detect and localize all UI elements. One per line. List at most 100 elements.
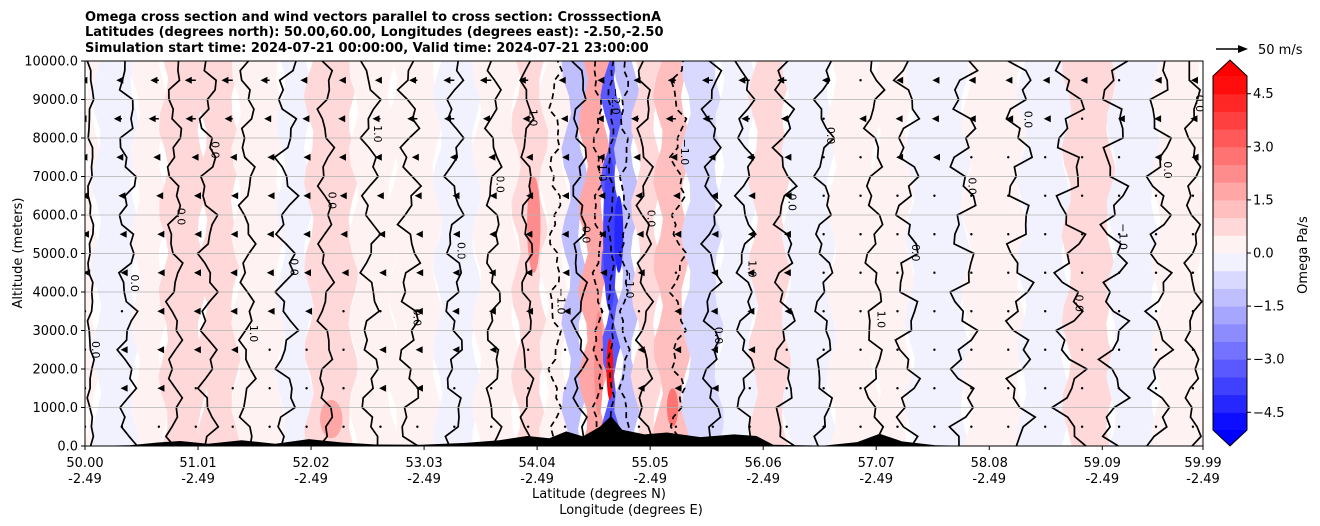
wind-vector-arrowhead xyxy=(598,230,606,238)
wind-vector-arrowhead xyxy=(414,192,422,200)
wind-vector-arrowhead xyxy=(85,269,91,277)
wind-vector-dot xyxy=(1191,348,1195,351)
y-tick-label: 6000.0 xyxy=(33,209,79,224)
wind-vector-dot xyxy=(933,310,936,313)
wind-vector-dot xyxy=(1044,310,1047,313)
wind-vector-dot xyxy=(896,348,899,351)
x-tick-label-latitude: 51.01 xyxy=(179,456,216,471)
wind-vector-arrowhead xyxy=(266,269,274,277)
wind-vector-dot xyxy=(859,233,862,236)
wind-vector-dot xyxy=(120,425,124,428)
wind-vector-dot xyxy=(305,348,308,351)
wind-vector-arrowhead xyxy=(489,230,497,238)
colorbar-level xyxy=(1213,182,1247,201)
wind-vector-dot xyxy=(1117,156,1121,159)
wind-vector-dot xyxy=(970,194,973,197)
y-tick-label: 5000.0 xyxy=(33,247,79,262)
wind-vector-arrowhead xyxy=(85,76,88,84)
wind-vector-arrowhead xyxy=(895,115,903,123)
wind-vector-dot xyxy=(305,425,308,428)
wind-vector-arrowhead xyxy=(339,192,347,200)
x-tick-label-longitude: -2.49 xyxy=(407,472,441,487)
colorbar-outline xyxy=(1212,59,1248,447)
colorbar-tick-label: −4.5 xyxy=(1253,406,1285,421)
contour-label: 0.0 xyxy=(785,194,798,212)
wind-vector-arrowhead xyxy=(631,115,639,123)
x-tick-label-longitude: -2.49 xyxy=(520,472,554,487)
wind-vector-dot xyxy=(379,425,382,428)
y-tick-label: 7000.0 xyxy=(33,170,79,185)
contour-label: −1.0 xyxy=(596,155,609,182)
contour-label: 0.0 xyxy=(1161,161,1174,179)
wind-vector-arrowhead xyxy=(479,76,487,84)
wind-vector-dot xyxy=(1007,156,1010,159)
wind-vector-arrowhead xyxy=(409,76,417,84)
title-line-1: Omega cross section and wind vectors par… xyxy=(85,10,661,25)
colorbar-level xyxy=(1213,288,1247,307)
wind-vector-dot xyxy=(563,348,567,351)
wind-vector-arrowhead xyxy=(896,76,904,84)
contour-label: 0.0 xyxy=(1193,95,1206,113)
wind-vector-dot xyxy=(933,194,936,197)
wind-vector-dot xyxy=(822,271,825,274)
wind-vector-dot xyxy=(896,194,899,197)
wind-vector-dot xyxy=(1080,425,1084,428)
wind-vector-dot xyxy=(785,425,788,428)
wind-vector-arrowhead xyxy=(710,192,718,200)
wind-vector-dot xyxy=(194,387,197,390)
wind-vector-arrowhead xyxy=(482,115,490,123)
wind-vector-arrowhead xyxy=(340,230,348,238)
wind-vector-arrowhead xyxy=(148,115,156,123)
contour-label: −2.0 xyxy=(609,88,622,115)
wind-vector-arrowhead xyxy=(303,153,311,161)
wind-vector-arrowhead xyxy=(415,346,423,354)
colorbar-level xyxy=(1213,359,1247,378)
colorbar-level xyxy=(1213,146,1247,165)
wind-vector-dot xyxy=(1007,387,1010,390)
wind-vector-dot xyxy=(490,387,493,390)
wind-vector-arrowhead xyxy=(338,76,346,84)
wind-vector-dot xyxy=(1007,271,1010,274)
wind-vector-dot xyxy=(194,425,197,428)
wind-vector-arrowhead xyxy=(1042,76,1050,84)
wind-vector-arrowhead xyxy=(1154,153,1162,161)
wind-vector-dot xyxy=(1191,387,1195,390)
wind-vector-dot xyxy=(1044,271,1047,274)
contour-label: 0.0 xyxy=(909,244,922,262)
colorbar-label: Omega Pa/s xyxy=(1296,216,1311,294)
contour-label: 1.0 xyxy=(247,325,260,343)
wind-vector-dot xyxy=(1117,233,1121,236)
x-tick-label-latitude: 52.02 xyxy=(292,456,329,471)
wind-vector-arrowhead xyxy=(452,269,460,277)
wind-vector-dot xyxy=(1154,425,1158,428)
wind-vector-dot xyxy=(859,271,862,274)
wind-vector-dot xyxy=(711,425,715,428)
x-tick-label-longitude: -2.49 xyxy=(859,472,893,487)
wind-vector-arrowhead xyxy=(637,384,645,392)
wind-vector-arrowhead xyxy=(116,153,124,161)
wind-vector-arrowhead xyxy=(780,115,788,123)
wind-vector-dot xyxy=(822,387,825,390)
wind-vector-arrowhead xyxy=(266,230,274,238)
wind-vector-arrowhead xyxy=(452,192,460,200)
wind-vector-arrowhead xyxy=(157,230,165,238)
wind-vector-arrowhead xyxy=(443,76,451,84)
wind-vector-arrowhead xyxy=(777,76,785,84)
wind-vector-dot xyxy=(859,425,862,428)
omega-core-cell xyxy=(594,311,604,416)
wind-vector-arrowhead xyxy=(120,346,128,354)
wind-vector-arrowhead xyxy=(264,115,272,123)
wind-vector-arrowhead xyxy=(1080,76,1088,84)
wind-vector-arrowhead xyxy=(526,192,534,200)
wind-vector-dot xyxy=(1080,233,1084,236)
wind-vector-arrowhead xyxy=(221,76,229,84)
wind-vector-arrowhead xyxy=(374,76,382,84)
wind-vector-dot xyxy=(1007,310,1010,313)
wind-vector-dot xyxy=(1117,310,1121,313)
wind-vector-dot xyxy=(1080,348,1084,351)
wind-vector-arrowhead xyxy=(784,153,792,161)
wind-vector-dot xyxy=(1080,156,1084,159)
wind-vector-dot xyxy=(1191,425,1195,428)
wind-vector-arrowhead xyxy=(113,115,121,123)
